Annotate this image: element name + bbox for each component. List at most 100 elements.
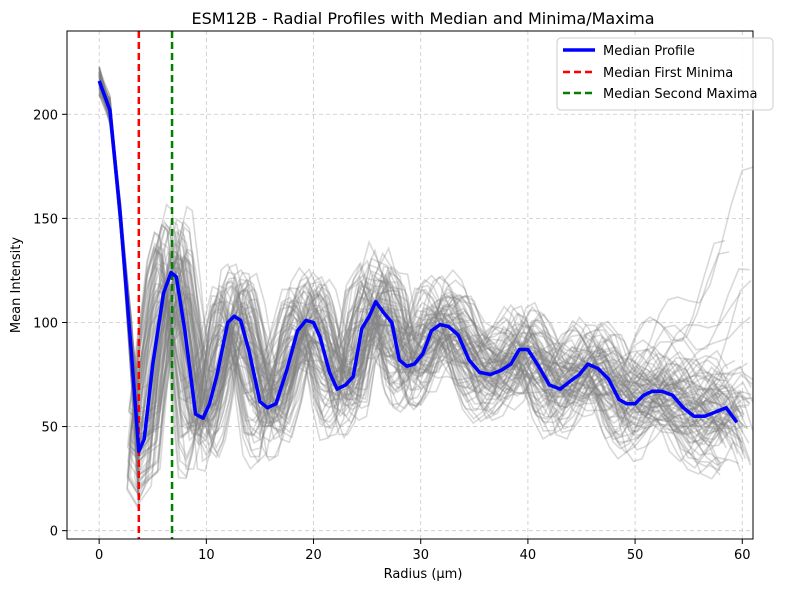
x-axis: 0 10 20 30 40 50 60: [95, 539, 751, 563]
background-profile-line: [98, 82, 741, 451]
y-tick-label: 150: [33, 212, 58, 227]
background-profile-line: [98, 86, 752, 476]
background-profile-line: [98, 83, 730, 402]
background-profile-line: [98, 66, 724, 492]
background-profile-line: [98, 66, 722, 480]
background-profile-line: [98, 76, 723, 453]
x-tick-label: 30: [412, 548, 429, 563]
background-profile-line: [98, 90, 753, 436]
background-profile-line: [98, 88, 743, 456]
background-profile-line: [98, 84, 747, 441]
background-profile-line: [98, 87, 746, 488]
legend-first-minima-label: Median First Minima: [603, 66, 733, 81]
y-tick-label: 50: [41, 421, 58, 436]
background-profile-line: [98, 72, 726, 438]
background-profile-line: [98, 83, 751, 477]
background-profile-line: [98, 73, 722, 464]
background-profile-line: [98, 82, 742, 434]
background-profile-line: [98, 91, 734, 470]
y-tick-label: 100: [33, 316, 58, 331]
background-profile-line: [98, 76, 721, 499]
background-profile-line: [98, 86, 741, 440]
background-profile-line: [98, 80, 725, 474]
background-profile-line: [98, 78, 750, 456]
gridlines: [67, 31, 753, 539]
y-tick-label: 0: [50, 525, 58, 540]
background-profile-line: [98, 70, 727, 463]
background-profile-line: [98, 66, 723, 458]
background-profile-line: [98, 76, 739, 474]
background-profile-line: [98, 73, 738, 448]
background-profile-line: [98, 82, 723, 421]
background-profile-line: [98, 91, 745, 464]
background-profile-line: [98, 71, 730, 425]
background-profile-line: [98, 80, 723, 457]
y-tick-label: 200: [33, 108, 58, 123]
background-profile-line: [98, 74, 753, 462]
chart-title: ESM12B - Radial Profiles with Median and…: [191, 9, 654, 28]
y-axis-label: Mean Intensity: [9, 237, 24, 333]
background-profile-line: [98, 81, 725, 441]
background-profile-line: [98, 93, 742, 428]
background-profile-line: [98, 75, 745, 438]
background-profile-line: [98, 88, 751, 492]
background-profile-line: [98, 84, 744, 487]
x-axis-label: Radius (μm): [384, 567, 463, 582]
background-profile-line: [98, 72, 744, 475]
background-profile-line: [98, 85, 729, 466]
x-tick-label: 0: [95, 548, 103, 563]
background-profile-line: [98, 67, 722, 497]
background-profile-line: [98, 94, 745, 506]
plot-frame: [66, 30, 754, 540]
legend-second-maxima-label: Median Second Maxima: [603, 87, 758, 102]
background-profile-line: [98, 71, 730, 408]
background-profile-line: [98, 92, 750, 445]
x-tick-label: 40: [520, 548, 537, 563]
background-profile-line: [98, 88, 748, 442]
background-profile-line: [98, 93, 721, 510]
background-profile-line: [98, 80, 728, 495]
background-profile-line: [98, 82, 753, 427]
background-profile-line: [98, 77, 744, 484]
background-profile-line: [98, 68, 729, 463]
background-profile-line: [98, 69, 739, 446]
background-profile-line: [98, 75, 743, 478]
background-profile-line: [98, 84, 732, 460]
background-profile-line: [98, 68, 741, 458]
background-profile-line: [98, 86, 742, 431]
legend-median-label: Median Profile: [603, 44, 695, 59]
legend: Median Profile Median First Minima Media…: [556, 37, 774, 111]
background-profile-line: [98, 83, 745, 440]
median-profile-line: [97, 80, 739, 454]
background-profile-line: [98, 92, 721, 509]
background-profile-line: [98, 76, 733, 477]
reference-lines: [137, 31, 174, 539]
x-tick-label: 20: [305, 548, 322, 563]
x-tick-label: 50: [627, 548, 644, 563]
median-profile: [97, 80, 739, 454]
background-profile-line: [98, 74, 729, 466]
background-profile-line: [98, 75, 722, 495]
background-profile-line: [98, 91, 723, 427]
background-profile-line: [98, 89, 746, 455]
background-profile-line: [98, 72, 748, 392]
y-axis: 0 50 100 150 200: [33, 108, 67, 540]
legend-box: [556, 37, 774, 111]
background-profile-line: [98, 71, 750, 421]
background-profile-line: [98, 79, 729, 396]
background-profile-line: [98, 82, 741, 460]
background-profile-line: [98, 73, 748, 483]
background-profile-line: [98, 67, 727, 451]
background-profile-line: [98, 80, 742, 502]
background-profile-line: [98, 76, 753, 488]
background-profile-line: [98, 72, 732, 470]
background-profile-line: [98, 94, 739, 444]
background-profile-line: [98, 73, 750, 411]
background-profile-line: [98, 88, 744, 464]
background-profile-line: [98, 69, 751, 459]
background-profile-line: [98, 74, 733, 442]
x-tick-label: 60: [734, 548, 751, 563]
background-profile-line: [98, 83, 723, 422]
background-profile-line: [98, 74, 750, 441]
